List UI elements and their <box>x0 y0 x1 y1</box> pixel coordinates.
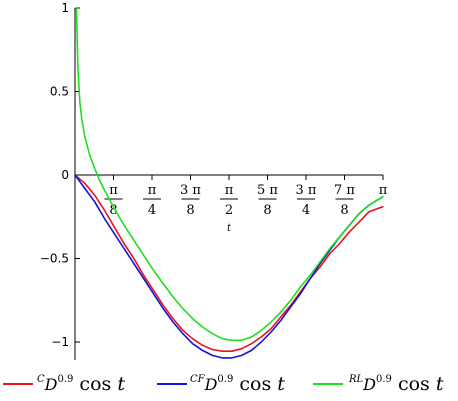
series-line-1 <box>74 174 384 353</box>
x-tick-label-denominator: 8 <box>186 203 194 218</box>
y-tick-label: 0.5 <box>50 85 69 99</box>
legend: CD0.9 cos t CFD0.9 cos t RLD0.9 cos t <box>3 373 444 395</box>
x-axis-label: t <box>227 223 232 234</box>
x-tick-label-numerator: 3 π <box>296 183 317 198</box>
x-tick-label-numerator: π <box>379 183 388 198</box>
x-tick-label-numerator: 3 π <box>180 183 201 198</box>
axes: 1 0.5 0 −0.5 −1 π 8 π 4 3 π 8 π 2 5 π 8 3 π 4 7 π 8 π t <box>40 1 388 360</box>
legend-label-3: RLD0.9 cos t <box>348 373 444 395</box>
x-tick-label-numerator: π <box>148 183 157 198</box>
x-tick-label-denominator: 4 <box>148 203 156 218</box>
x-tick-label-numerator: 5 π <box>257 183 278 198</box>
x-tick-label-denominator: 8 <box>109 203 117 218</box>
legend-label-2: CFD0.9 cos t <box>190 373 285 395</box>
plot-area <box>74 7 384 359</box>
x-tick-label-denominator: 4 <box>302 203 310 218</box>
y-tick-label: −0.5 <box>40 252 69 266</box>
y-tick-label: 0 <box>61 168 69 182</box>
x-tick-label-denominator: 8 <box>263 203 271 218</box>
x-tick-label-numerator: π <box>225 183 234 198</box>
x-tick-label-denominator: 2 <box>225 203 233 218</box>
series-line-2 <box>74 174 384 359</box>
series-line-3 <box>75 7 384 342</box>
x-tick-label-denominator: 8 <box>340 203 348 218</box>
legend-label-1: CD0.9 cos t <box>37 373 125 395</box>
y-tick-label: −1 <box>51 335 69 349</box>
y-tick-label: 1 <box>61 1 69 15</box>
x-tick-label-numerator: 7 π <box>334 183 355 198</box>
x-tick-label-numerator: π <box>109 183 118 198</box>
